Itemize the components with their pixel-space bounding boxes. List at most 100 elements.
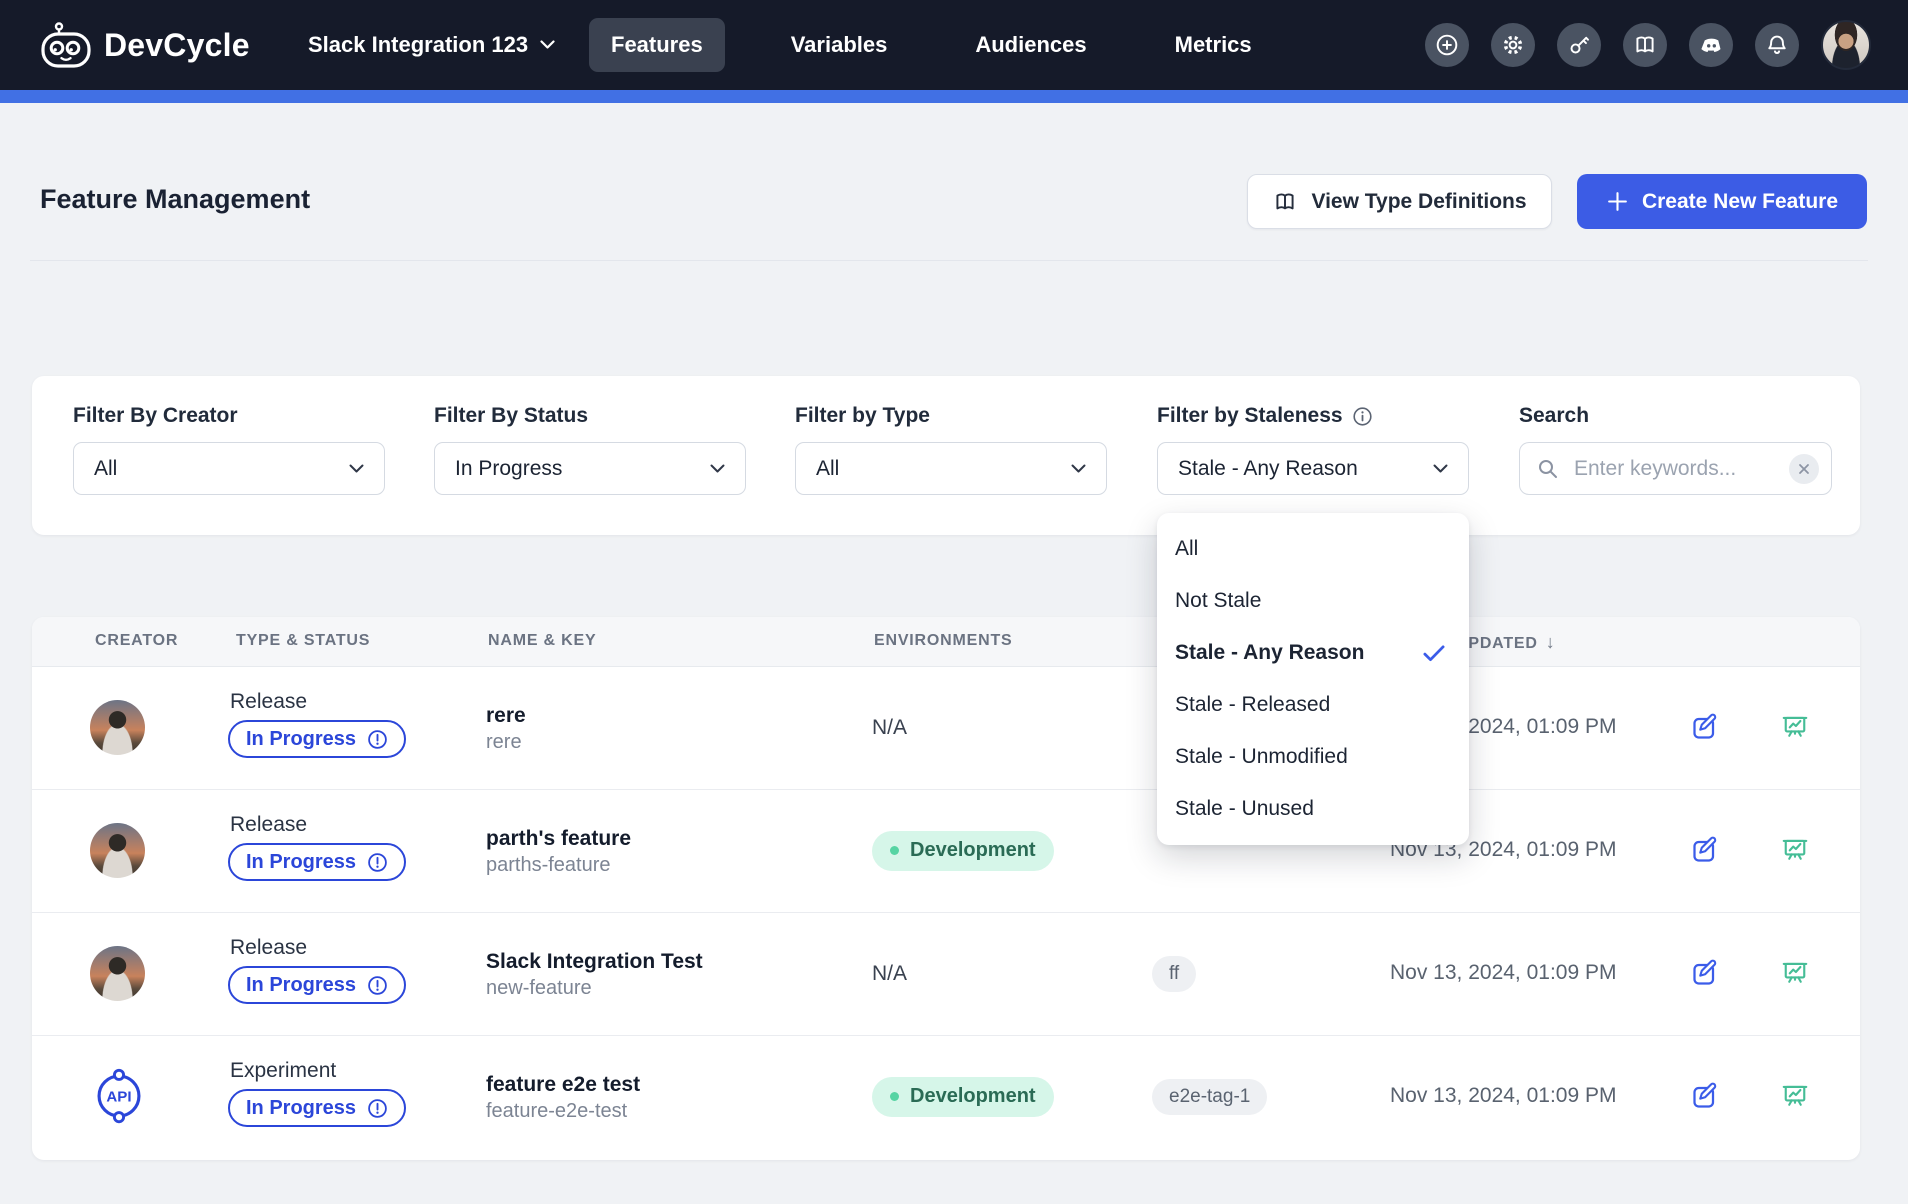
- menu-item-all[interactable]: All: [1157, 523, 1469, 575]
- edit-feature-button[interactable]: [1689, 1080, 1721, 1112]
- header-divider: [30, 260, 1868, 261]
- project-selector[interactable]: Slack Integration 123: [308, 0, 555, 90]
- menu-item-stale-released[interactable]: Stale - Released: [1157, 679, 1469, 731]
- staleness-dropdown-menu: All Not Stale Stale - Any Reason Stale -…: [1157, 513, 1469, 845]
- edit-pencil-icon: [1690, 958, 1720, 988]
- discord-icon: [1698, 32, 1725, 59]
- environment-name: Development: [910, 839, 1036, 862]
- clear-search-button[interactable]: [1789, 454, 1819, 484]
- notifications-button[interactable]: [1755, 23, 1799, 67]
- environments-cell: N/A: [872, 666, 907, 789]
- brand-name: DevCycle: [104, 27, 250, 64]
- top-navbar: DevCycle Slack Integration 123 Features …: [0, 0, 1908, 90]
- info-icon[interactable]: [1352, 406, 1373, 427]
- status-badge: In Progress: [228, 843, 406, 881]
- menu-item-stale-any-reason[interactable]: Stale - Any Reason: [1157, 627, 1469, 679]
- filter-type-select[interactable]: All: [795, 442, 1107, 495]
- col-environments: ENVIRONMENTS: [874, 632, 1013, 650]
- gear-icon: [1500, 32, 1526, 58]
- feature-type: Experiment: [230, 1059, 336, 1083]
- close-icon: [1798, 463, 1810, 475]
- environment-name: Development: [910, 1085, 1036, 1108]
- add-new-button[interactable]: [1425, 23, 1469, 67]
- filter-staleness-select[interactable]: Stale - Any Reason: [1157, 442, 1469, 495]
- feature-management-page: DevCycle Slack Integration 123 Features …: [0, 0, 1908, 1204]
- col-name-key: NAME & KEY: [488, 632, 596, 650]
- menu-item-label: Not Stale: [1175, 589, 1261, 613]
- environment-dot-icon: [890, 1092, 899, 1101]
- svg-text:API: API: [106, 1088, 131, 1105]
- alert-circle-icon: [367, 852, 388, 873]
- filter-creator-select[interactable]: All: [73, 442, 385, 495]
- updated-timestamp: Nov 13, 2024, 01:09 PM: [1390, 961, 1616, 985]
- table-row[interactable]: Release In Progress rere rere N/A Nov 13…: [32, 666, 1860, 789]
- col-type-status: TYPE & STATUS: [236, 632, 370, 650]
- devcycle-logo[interactable]: DevCycle: [40, 0, 250, 90]
- metrics-board-icon: [1780, 712, 1810, 742]
- menu-item-label: Stale - Released: [1175, 693, 1330, 717]
- feature-metrics-button[interactable]: [1779, 711, 1811, 743]
- table-row[interactable]: Release In Progress parth's feature part…: [32, 789, 1860, 912]
- feature-metrics-button[interactable]: [1779, 1080, 1811, 1112]
- filter-creator-value: All: [94, 457, 117, 481]
- name-key-cell[interactable]: feature e2e test feature-e2e-test: [486, 1071, 640, 1125]
- user-avatar[interactable]: [1821, 20, 1871, 70]
- feature-type: Release: [230, 936, 307, 960]
- feature-key: parths-feature: [486, 852, 631, 879]
- book-icon: [1272, 189, 1298, 215]
- environments-cell: Development: [872, 1035, 1054, 1158]
- edit-feature-button[interactable]: [1689, 957, 1721, 989]
- feature-type: Release: [230, 690, 307, 714]
- filter-staleness-label-text: Filter by Staleness: [1157, 404, 1343, 428]
- settings-button[interactable]: [1491, 23, 1535, 67]
- environment-dot-icon: [890, 846, 899, 855]
- filter-staleness-label: Filter by Staleness: [1157, 404, 1373, 428]
- name-key-cell[interactable]: rere rere: [486, 702, 526, 756]
- menu-item-not-stale[interactable]: Not Stale: [1157, 575, 1469, 627]
- tab-variables[interactable]: Variables: [769, 18, 910, 72]
- table-row[interactable]: API Experiment In Progress feature e2e t…: [32, 1035, 1860, 1158]
- search-input[interactable]: [1572, 456, 1777, 482]
- filter-status-label: Filter By Status: [434, 404, 588, 428]
- filter-status-select[interactable]: In Progress: [434, 442, 746, 495]
- feature-type: Release: [230, 813, 307, 837]
- accent-bar: [0, 90, 1908, 103]
- menu-item-stale-unused[interactable]: Stale - Unused: [1157, 783, 1469, 835]
- table-row[interactable]: Release In Progress Slack Integration Te…: [32, 912, 1860, 1035]
- edit-feature-button[interactable]: [1689, 711, 1721, 743]
- tab-metrics[interactable]: Metrics: [1153, 18, 1274, 72]
- tag-pill: ff: [1152, 956, 1196, 992]
- col-updated-sort[interactable]: UPDATED↓: [1456, 632, 1556, 653]
- filter-type-label: Filter by Type: [795, 404, 930, 428]
- api-keys-button[interactable]: [1557, 23, 1601, 67]
- tag-pill: e2e-tag-1: [1152, 1079, 1267, 1115]
- tab-audiences[interactable]: Audiences: [953, 18, 1108, 72]
- tab-features[interactable]: Features: [589, 18, 725, 72]
- view-type-definitions-button[interactable]: View Type Definitions: [1247, 174, 1552, 229]
- book-icon: [1632, 32, 1658, 58]
- edit-feature-button[interactable]: [1689, 834, 1721, 866]
- search-icon: [1536, 457, 1560, 481]
- environments-cell: N/A: [872, 912, 907, 1035]
- environment-badge: Development: [872, 1077, 1054, 1117]
- discord-button[interactable]: [1689, 23, 1733, 67]
- bell-icon: [1764, 32, 1790, 58]
- environment-badge: Development: [872, 831, 1054, 871]
- page-title: Feature Management: [40, 184, 310, 215]
- create-new-feature-button[interactable]: Create New Feature: [1577, 174, 1867, 229]
- edit-pencil-icon: [1690, 835, 1720, 865]
- view-type-definitions-label: View Type Definitions: [1311, 190, 1526, 214]
- feature-metrics-button[interactable]: [1779, 957, 1811, 989]
- menu-item-stale-unmodified[interactable]: Stale - Unmodified: [1157, 731, 1469, 783]
- col-creator: CREATOR: [95, 632, 178, 650]
- filter-creator-label: Filter By Creator: [73, 404, 238, 428]
- updated-timestamp: Nov 13, 2024, 01:09 PM: [1390, 1084, 1616, 1108]
- create-new-feature-label: Create New Feature: [1642, 190, 1838, 214]
- status-badge: In Progress: [228, 966, 406, 1004]
- name-key-cell[interactable]: Slack Integration Test new-feature: [486, 948, 703, 1002]
- feature-metrics-button[interactable]: [1779, 834, 1811, 866]
- docs-button[interactable]: [1623, 23, 1667, 67]
- devcycle-robot-icon: [40, 21, 92, 69]
- chevron-down-icon: [710, 464, 725, 474]
- name-key-cell[interactable]: parth's feature parths-feature: [486, 825, 631, 879]
